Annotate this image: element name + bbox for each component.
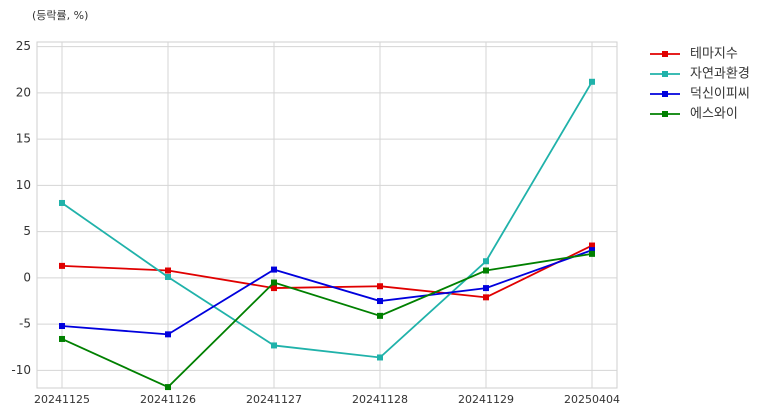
legend-marker — [662, 71, 668, 77]
point-marker — [271, 266, 277, 273]
x-tick-label: 20241125 — [34, 393, 90, 406]
point-marker — [589, 247, 595, 254]
point-marker — [271, 279, 277, 286]
point-marker — [165, 267, 171, 274]
legend-marker — [662, 91, 668, 97]
y-tick-label: 0 — [23, 270, 31, 284]
point-marker — [165, 273, 171, 280]
point-marker — [377, 354, 383, 361]
legend-label: 자연과환경 — [690, 67, 750, 82]
y-tick-label: 5 — [23, 224, 31, 238]
series-line — [61, 244, 593, 299]
point-marker — [483, 285, 489, 292]
legend-label: 에스와이 — [690, 107, 738, 122]
series-line — [61, 249, 593, 336]
y-tick-label: -10 — [11, 363, 31, 377]
point-marker — [271, 342, 277, 349]
y-tick-label: -5 — [19, 317, 31, 331]
series-line — [61, 252, 593, 389]
point-marker — [271, 285, 277, 292]
point-marker — [589, 78, 595, 85]
x-tick-label: 20241127 — [246, 393, 302, 406]
point-marker — [59, 199, 65, 206]
point-marker — [377, 312, 383, 319]
point-marker — [589, 250, 595, 257]
series-line — [61, 81, 593, 359]
y-tick-label: 25 — [16, 39, 31, 53]
y-tick-label: 10 — [16, 178, 31, 192]
point-marker — [589, 242, 595, 249]
x-tick-label: 20241126 — [140, 393, 196, 406]
point-marker — [165, 331, 171, 338]
y-tick-label: 15 — [16, 132, 31, 146]
legend-marker — [662, 51, 668, 57]
x-tick-label: 20241128 — [352, 393, 408, 406]
point-marker — [165, 384, 171, 391]
y-tick-label: 20 — [16, 85, 31, 99]
point-marker — [377, 283, 383, 290]
point-marker — [59, 262, 65, 269]
plot-frame — [36, 41, 618, 389]
legend-marker — [662, 111, 668, 117]
point-marker — [377, 298, 383, 305]
point-marker — [483, 258, 489, 265]
point-marker — [59, 323, 65, 330]
point-marker — [483, 294, 489, 301]
y-axis-label: (등락률, %) — [32, 9, 88, 22]
legend-label: 테마지수 — [690, 47, 738, 62]
point-marker — [483, 267, 489, 274]
legend-label: 덕신이피씨 — [690, 87, 750, 102]
x-tick-label: 20241129 — [458, 393, 514, 406]
x-tick-label: 20250404 — [564, 393, 620, 406]
point-marker — [59, 335, 65, 342]
